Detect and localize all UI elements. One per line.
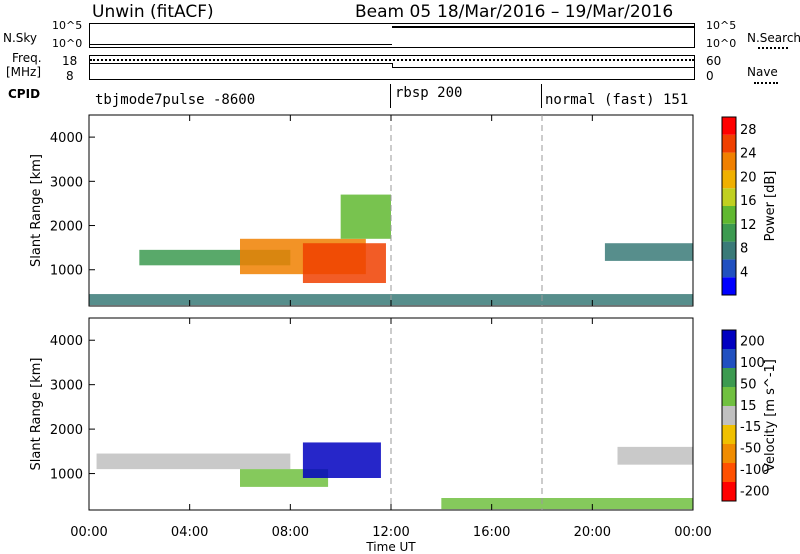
y-axis-label-2: Slant Range [km] (29, 358, 44, 471)
y-tick-label-2-4: 4000 (50, 334, 83, 349)
x-axis-label: Time UT (365, 540, 416, 554)
nave-dotted-key (754, 82, 778, 84)
freq-label: Freq. (12, 51, 42, 65)
colorbar-frame-1 (721, 116, 737, 296)
colorbar-cell-2-3 (722, 368, 736, 387)
cpid-segment-2: rbsp 200 (395, 85, 463, 101)
colorbar-tick-1-7: 28 (740, 123, 757, 138)
colorbar-cell-1-5 (722, 206, 736, 224)
heatmap-region-1-4 (340, 194, 391, 239)
x-tick-label-2: 04:00 (171, 525, 208, 540)
nsearch-label: N.Search (747, 31, 800, 45)
freq-unit: [MHz] (6, 65, 42, 79)
y-tick-label-2-1: 1000 (50, 468, 83, 483)
y-tick-label-2-3: 3000 (50, 379, 83, 394)
colorbar-tick-2-5: -15 (740, 420, 761, 435)
colorbar-cell-1-1 (722, 277, 736, 295)
colorbar-cell-1-9 (722, 134, 736, 153)
station-title: Unwin (fitACF) (92, 2, 214, 22)
colorbar-cell-1-10 (722, 117, 736, 135)
colorbar-cell-2-8 (722, 463, 736, 482)
y-tick-label-1-4: 4000 (50, 131, 83, 146)
y-tick-label-2-2: 2000 (50, 423, 83, 438)
colorbar-cell-1-8 (722, 152, 736, 171)
colorbar-tick-1-1: 4 (740, 265, 748, 280)
colorbar-cell-2-5 (722, 406, 736, 425)
colorbar-tick-1-5: 20 (740, 170, 757, 185)
colorbar-tick-2-4: 15 (740, 399, 757, 414)
nsky-line-early (90, 44, 392, 45)
colorbar-cell-1-6 (722, 188, 736, 206)
freq-line (90, 63, 392, 64)
colorbar-cell-1-2 (722, 259, 736, 278)
nsearch-dotted-key (758, 47, 788, 49)
x-tick-label-5: 16:00 (473, 525, 510, 540)
colorbar-cell-2-1 (722, 330, 736, 349)
colorbar-label-1: Power [dB] (763, 171, 778, 242)
colorbar-cell-1-7 (722, 170, 736, 189)
colorbar-tick-2-1: 200 (740, 335, 765, 350)
nave-label: Nave (747, 65, 778, 79)
nsearch-tick-top: 10^5 (706, 19, 737, 32)
freq-line-2 (392, 67, 694, 68)
heatmap-region-2-5 (617, 446, 693, 465)
colorbar-tick-1-4: 16 (740, 194, 757, 209)
colorbar-cell-1-3 (722, 241, 736, 260)
colorbar-tick-2-3: 50 (740, 377, 757, 392)
nsky-panel (89, 23, 695, 48)
y-tick-label-1-1: 1000 (50, 264, 83, 279)
colorbar-tick-2-6: -50 (740, 442, 761, 457)
cpid-segment-3: normal (fast) 151 (545, 92, 689, 108)
freq-tick-top: 18 (62, 54, 78, 68)
colorbar-cell-2-7 (722, 444, 736, 463)
cpid-label: CPID (8, 87, 41, 101)
y-axis-label-1: Slant Range [km] (29, 154, 44, 267)
colorbar-tick-2-7: -100 (740, 463, 770, 478)
colorbar-frame-2 (721, 329, 737, 502)
cpid-segment-1: tbjmode7pulse -8600 (95, 92, 256, 108)
colorbar-cell-2-9 (722, 482, 736, 501)
colorbar-tick-1-2: 8 (740, 242, 748, 257)
x-tick-label-3: 08:00 (272, 525, 309, 540)
freq-step (392, 63, 393, 67)
x-tick-label-6: 20:00 (574, 525, 611, 540)
heatmap-region-2-4 (441, 498, 693, 510)
nsky-tick-bottom: 10^0 (52, 37, 83, 50)
colorbar-cell-1-4 (722, 223, 736, 242)
nsky-label: N.Sky (3, 31, 38, 45)
heatmap-region-2-1 (96, 453, 291, 470)
beam-label: Beam 05 (355, 2, 432, 22)
nsky-tick-top: 10^5 (52, 19, 83, 32)
colorbar-label-2: Velocity [m s^-1] (763, 359, 778, 472)
x-tick-label-7: 00:00 (674, 525, 711, 540)
freq-tick-bottom: 8 (66, 69, 74, 83)
nsky-line-late (392, 26, 694, 28)
colorbar-tick-1-3: 12 (740, 218, 757, 233)
cpid-divider-18 (541, 84, 542, 108)
x-tick-label-4: 12:00 (372, 525, 409, 540)
colorbar-tick-2-2: 100 (740, 356, 765, 371)
heatmap-region-1-6 (604, 243, 693, 261)
heatmap-region-1-3 (302, 243, 386, 284)
nave-tick-bottom: 0 (706, 69, 714, 83)
nave-dotted-line (90, 59, 694, 61)
x-tick-label-1: 00:00 (70, 525, 107, 540)
y-tick-label-1-3: 3000 (50, 175, 83, 190)
colorbar-tick-1-6: 24 (740, 147, 757, 162)
nave-tick-top: 60 (706, 54, 722, 68)
colorbar-cell-2-6 (722, 425, 736, 444)
date-range: 18/Mar/2016 – 19/Mar/2016 (437, 2, 674, 22)
cpid-divider-12 (390, 84, 391, 108)
heatmap-region-2-3 (302, 442, 381, 478)
nsearch-tick-bottom: 10^0 (706, 37, 737, 50)
freq-panel (89, 55, 695, 80)
colorbar-cell-2-4 (722, 387, 736, 406)
y-tick-label-1-2: 2000 (50, 220, 83, 235)
colorbar-tick-2-8: -200 (740, 484, 770, 499)
colorbar-cell-2-2 (722, 349, 736, 368)
